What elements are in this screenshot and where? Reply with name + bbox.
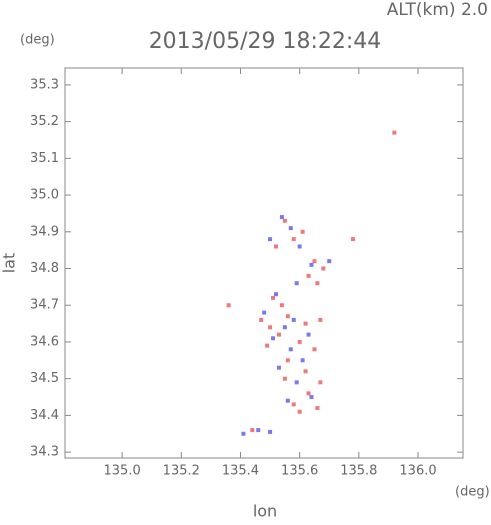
echo-point [265, 343, 270, 348]
y-tick-label: 35.2 [30, 114, 59, 129]
echo-point [250, 428, 255, 433]
echo-point [294, 380, 299, 385]
echo-point [282, 376, 287, 381]
y-tick-label: 35.1 [30, 151, 59, 166]
echo-point [309, 262, 314, 267]
echo-point [315, 406, 320, 411]
echo-point [273, 244, 278, 249]
echo-point [297, 409, 302, 414]
echo-point [259, 317, 264, 322]
echo-point [279, 303, 284, 308]
echo-point [303, 321, 308, 326]
echo-point [300, 358, 305, 363]
echo-point [241, 431, 246, 436]
echo-point [318, 380, 323, 385]
x-axis-label: lon [253, 502, 277, 521]
y-tick-label: 34.5 [30, 371, 59, 386]
echo-point [321, 266, 326, 271]
echo-point [306, 332, 311, 337]
echo-point [291, 402, 296, 407]
echo-point [271, 336, 276, 341]
echo-point [297, 244, 302, 249]
echo-point [288, 226, 293, 231]
altitude-label: ALT(km) 2.0 [387, 0, 488, 20]
y-tick-label: 34.9 [30, 224, 59, 239]
echo-point [306, 273, 311, 278]
echo-point [262, 310, 267, 315]
echo-point [268, 325, 273, 330]
x-tick-label: 136.0 [399, 464, 436, 479]
x-tick-label: 135.0 [104, 464, 141, 479]
echo-point [279, 215, 284, 220]
y-tick-label: 35.3 [30, 77, 59, 92]
y-tick-label: 35.0 [30, 188, 59, 203]
chart-title: 2013/05/29 18:22:44 [149, 29, 382, 54]
echo-point [273, 292, 278, 297]
y-axis-label: lat [0, 253, 19, 274]
y-tick-label: 34.3 [30, 445, 59, 460]
echo-point [256, 428, 261, 433]
echo-point [288, 347, 293, 352]
echo-point [327, 259, 332, 264]
echo-point [268, 429, 273, 434]
echo-point [309, 395, 314, 400]
plot-frame [64, 67, 464, 459]
x-tick-label: 135.2 [163, 464, 200, 479]
y-unit: (deg) [20, 33, 55, 48]
echo-point [285, 358, 290, 363]
echo-point [268, 237, 273, 242]
echo-point [276, 365, 281, 370]
echo-point [300, 229, 305, 234]
echo-point [285, 398, 290, 403]
echo-point [226, 303, 231, 308]
echo-point [315, 281, 320, 286]
echo-point [291, 317, 296, 322]
y-tick-label: 34.8 [30, 261, 59, 276]
echo-point [271, 295, 276, 300]
echo-point [312, 259, 317, 264]
echo-point [282, 218, 287, 223]
echo-point [392, 130, 397, 135]
x-tick-label: 135.4 [222, 464, 259, 479]
x-unit: (deg) [455, 485, 490, 500]
y-tick-label: 34.6 [30, 334, 59, 349]
x-tick-label: 135.6 [281, 464, 318, 479]
y-tick-label: 34.7 [30, 298, 59, 313]
echo-point [312, 347, 317, 352]
echo-point [291, 237, 296, 242]
echo-point [294, 281, 299, 286]
x-tick-label: 135.8 [340, 464, 377, 479]
echo-point [303, 369, 308, 374]
y-tick-label: 34.4 [30, 408, 59, 423]
echo-point [306, 391, 311, 396]
echo-point [297, 339, 302, 344]
echo-point [285, 314, 290, 319]
echo-point [276, 332, 281, 337]
echo-point [350, 237, 355, 242]
echo-point [282, 325, 287, 330]
echo-point [318, 317, 323, 322]
